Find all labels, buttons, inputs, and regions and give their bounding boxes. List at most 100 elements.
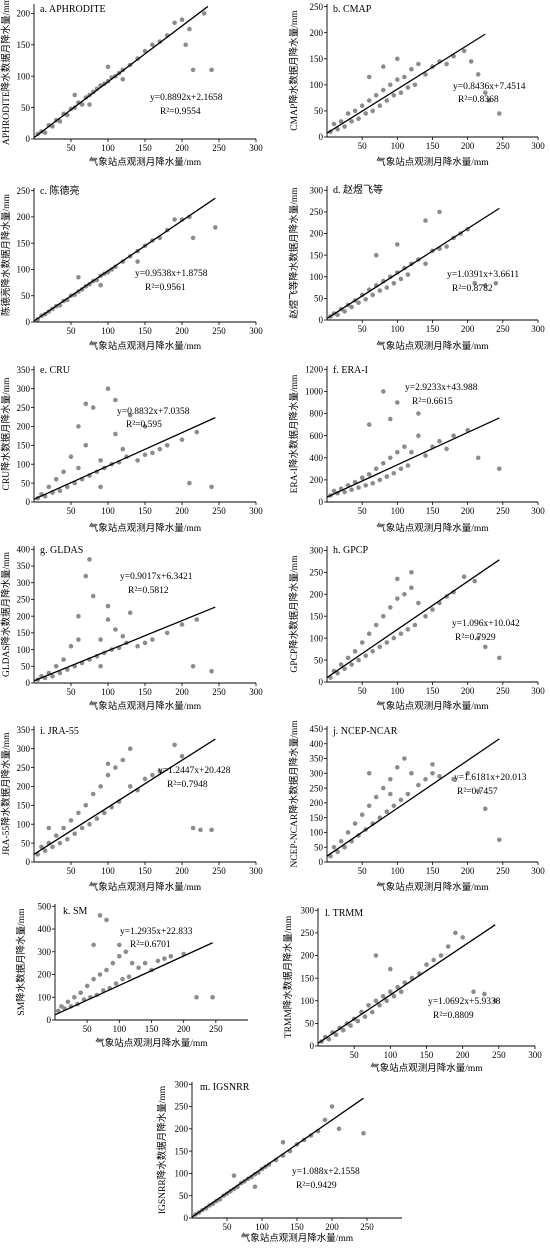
x-tick-label: 100 bbox=[101, 866, 115, 876]
scatter-point bbox=[430, 607, 435, 612]
x-tick-label: 250 bbox=[496, 506, 510, 516]
scatter-point bbox=[104, 917, 109, 923]
x-tick-label: 50 bbox=[67, 687, 77, 697]
regression-line bbox=[326, 559, 500, 679]
scatter-point bbox=[384, 98, 390, 103]
scatter-point bbox=[342, 124, 347, 129]
scatter-point bbox=[416, 782, 421, 788]
scatter-point bbox=[331, 488, 337, 494]
scatter-point bbox=[42, 848, 48, 853]
panel-title: c. 陈德亮 bbox=[40, 184, 79, 197]
y-tick-label: 150 bbox=[310, 813, 324, 823]
y-tick-label: 0 bbox=[310, 1041, 315, 1051]
scatter-point bbox=[493, 281, 499, 286]
y-axis-label: GPCP降水数据月降水量/mm bbox=[288, 555, 300, 673]
scatter-point bbox=[157, 446, 163, 452]
scatter-point bbox=[127, 412, 133, 418]
scatter-point bbox=[388, 966, 393, 972]
scatter-point bbox=[335, 126, 340, 132]
x-tick-label: 150 bbox=[426, 324, 440, 334]
x-tick-label: 300 bbox=[249, 143, 263, 153]
regression-line bbox=[33, 417, 216, 500]
scatter-point bbox=[113, 981, 119, 986]
x-tick-label: 200 bbox=[325, 1222, 339, 1232]
y-axis-label: APHRODITE降水数据月降水量/mm bbox=[0, 0, 12, 145]
scatter-point bbox=[87, 821, 92, 827]
r-squared-label: R²=0.6701 bbox=[130, 940, 171, 950]
scatter-point bbox=[402, 592, 407, 597]
scatter-point bbox=[157, 769, 163, 774]
y-tick-label: 300 bbox=[17, 744, 31, 754]
x-tick-label: 200 bbox=[175, 506, 189, 516]
scatter-point bbox=[150, 42, 155, 48]
scatter-point bbox=[83, 573, 89, 579]
scatter-point bbox=[370, 108, 376, 114]
x-axis-label: 气象站点观测月降水量/mm bbox=[376, 522, 489, 534]
panel-k: 50 100 150 200 250 0 100 200 300 400 500 k. SM SM降水数… bbox=[15, 901, 248, 1049]
x-tick-label: 200 bbox=[461, 506, 475, 516]
panel-b: 50 100 150 200 250 300 0 50 100 150 200 250 b. CMAP C… bbox=[288, 2, 545, 168]
r-squared-label: R²=0.6615 bbox=[412, 397, 453, 407]
scatter-point bbox=[391, 471, 397, 476]
scatter-point bbox=[120, 757, 126, 763]
r-squared-label: R²=0.8809 bbox=[433, 1011, 474, 1021]
y-tick-label: 50 bbox=[21, 661, 31, 671]
y-tick-label: 300 bbox=[175, 1079, 189, 1089]
scatter-point bbox=[359, 103, 365, 108]
regression-line bbox=[317, 924, 496, 1044]
y-tick-label: 100 bbox=[175, 1169, 189, 1179]
scatter-point bbox=[142, 424, 148, 429]
x-tick-label: 200 bbox=[456, 1050, 470, 1060]
scatter-point bbox=[409, 771, 414, 776]
y-tick-label: 450 bbox=[310, 724, 324, 734]
regression-line bbox=[33, 5, 209, 139]
scatter-point bbox=[373, 466, 379, 472]
y-tick-label: 0 bbox=[26, 678, 31, 688]
y-tick-label: 200 bbox=[310, 28, 324, 38]
scatter-point bbox=[194, 429, 200, 435]
panel-title: e. CRU bbox=[40, 365, 71, 376]
scatter-point bbox=[76, 613, 81, 619]
scatter-point bbox=[349, 487, 354, 493]
y-axis-label: TRMM降水数据月降水量/mm bbox=[282, 915, 294, 1038]
scatter-point bbox=[179, 17, 185, 23]
scatter-point bbox=[381, 785, 386, 791]
scatter-point bbox=[370, 292, 376, 298]
x-tick-label: 100 bbox=[391, 866, 405, 876]
scatter-point bbox=[373, 252, 379, 258]
scatter-point bbox=[430, 762, 435, 767]
y-tick-label: 250 bbox=[17, 763, 31, 773]
x-tick-label: 100 bbox=[101, 687, 115, 697]
x-tick-label: 150 bbox=[138, 687, 152, 697]
scatter-point bbox=[384, 640, 390, 645]
x-tick-label: 250 bbox=[212, 866, 226, 876]
scatter-point bbox=[380, 993, 386, 999]
scatter-point bbox=[395, 449, 400, 455]
x-tick-label: 50 bbox=[67, 326, 77, 336]
scatter-point bbox=[361, 1131, 366, 1136]
panel-f: 50 100 150 200 250 300 0 200 400 600 800 1000 1200 f.… bbox=[288, 365, 545, 534]
y-tick-label: 100 bbox=[310, 272, 324, 282]
scatter-point bbox=[117, 942, 122, 948]
scatter-point bbox=[105, 772, 111, 778]
scatter-point bbox=[475, 788, 481, 794]
scatter-point bbox=[53, 477, 59, 482]
y-tick-label: 800 bbox=[310, 409, 324, 419]
scatter-point bbox=[377, 477, 383, 483]
x-tick-label: 50 bbox=[223, 1222, 233, 1232]
y-tick-label: 1200 bbox=[305, 365, 324, 375]
scatter-point bbox=[381, 389, 386, 394]
regression-equation: y=0.9538x+1.8758 bbox=[135, 269, 208, 279]
scatter-point bbox=[398, 989, 404, 994]
panel-h: 50 100 150 200 250 300 0 50 100 150 200 250 300 h. GP… bbox=[288, 545, 545, 712]
r-squared-label: R²=0.595 bbox=[126, 420, 162, 430]
scatter-point bbox=[91, 942, 96, 948]
scatter-point bbox=[113, 431, 118, 437]
scatter-point bbox=[483, 644, 488, 650]
r-squared-label: R²=0.7929 bbox=[455, 633, 496, 643]
scatter-point bbox=[331, 844, 337, 850]
x-tick-label: 150 bbox=[426, 866, 440, 876]
scatter-point bbox=[363, 111, 369, 116]
scatter-point bbox=[213, 225, 218, 230]
y-tick-label: 400 bbox=[17, 545, 31, 555]
